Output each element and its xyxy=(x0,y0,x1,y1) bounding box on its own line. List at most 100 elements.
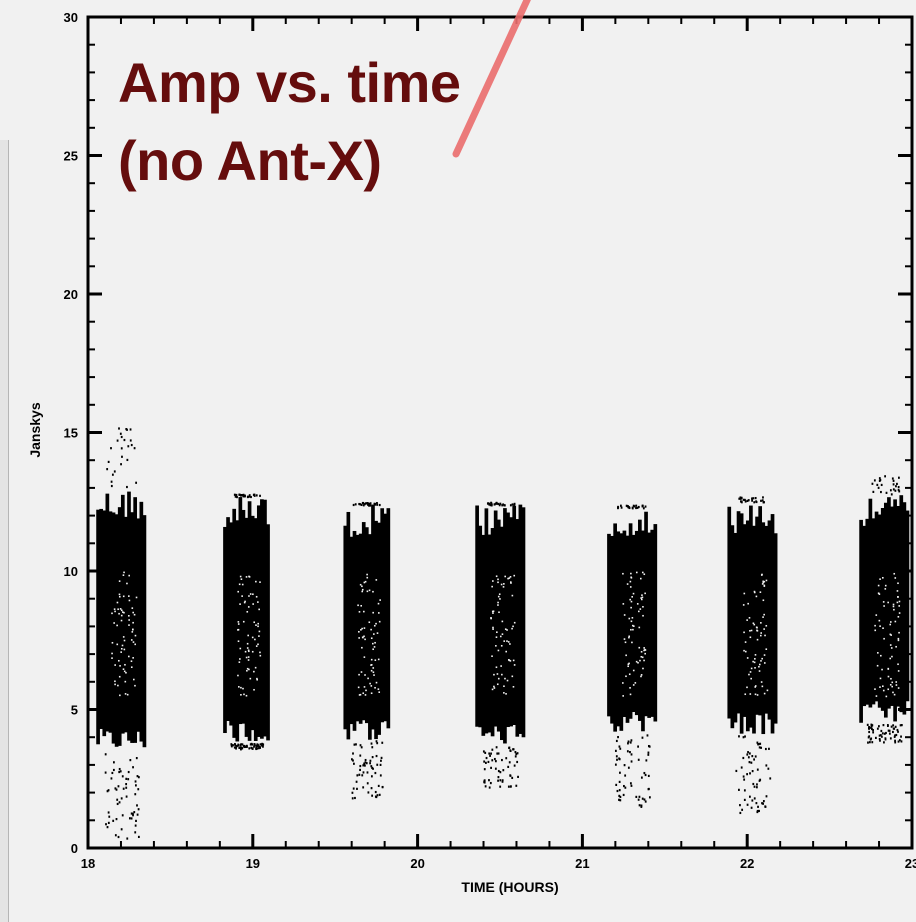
scan-outlier xyxy=(514,755,517,758)
scan-outlier xyxy=(493,757,496,761)
scan-gap xyxy=(890,647,893,649)
scan-gap xyxy=(511,675,514,678)
scan-gap xyxy=(497,578,499,581)
y-axis-title: Janskys xyxy=(27,402,43,457)
scan-gap xyxy=(895,645,897,648)
scan-outlier xyxy=(115,817,118,821)
scan-gap xyxy=(361,590,364,593)
scan-outlier xyxy=(352,759,354,762)
scan-outlier xyxy=(364,761,367,764)
scan-outlier xyxy=(125,786,128,789)
scan-gap xyxy=(493,687,496,689)
scan-gap xyxy=(130,639,133,641)
scan-gap xyxy=(122,595,125,598)
scan-gap xyxy=(251,636,254,639)
scan-outlier xyxy=(371,746,374,749)
scan-column xyxy=(773,533,778,724)
scan-outlier xyxy=(764,747,767,751)
scan-outlier xyxy=(137,808,140,811)
scan-outlier xyxy=(487,760,490,764)
scan-column xyxy=(256,505,261,737)
scan-gap xyxy=(131,607,134,609)
annotation-line-2: (no Ant-X) xyxy=(118,129,382,192)
scan-outlier xyxy=(885,731,887,735)
scan-outlier xyxy=(362,786,365,789)
scan-outlier xyxy=(379,763,382,767)
scan-column xyxy=(475,505,479,727)
scan-gap xyxy=(891,655,893,658)
scan-outlier xyxy=(484,785,487,788)
scan-column xyxy=(761,522,766,735)
scan-column xyxy=(641,530,645,732)
scan-column xyxy=(871,518,876,705)
scan-gap xyxy=(368,589,371,592)
scan-gap xyxy=(622,682,624,684)
scan-gap xyxy=(133,613,136,616)
scan-outlier xyxy=(871,741,874,744)
scan-gap xyxy=(875,614,878,616)
scan-gap xyxy=(246,610,249,613)
scan-outlier xyxy=(108,815,111,818)
scan-band xyxy=(475,501,526,789)
scan-outlier xyxy=(646,734,649,737)
scan-outlier xyxy=(129,439,132,442)
scan-gap xyxy=(898,600,901,603)
scan-gap xyxy=(756,694,759,696)
scan-gap xyxy=(758,670,761,672)
scan-outlier xyxy=(128,817,131,820)
scan-outlier xyxy=(123,438,126,442)
scan-gap xyxy=(874,629,877,632)
scan-column xyxy=(631,534,636,713)
scan-outlier xyxy=(744,735,746,738)
scan-gap xyxy=(126,693,129,696)
scan-outlier xyxy=(888,729,891,732)
scan-gap xyxy=(118,593,121,596)
scan-column xyxy=(490,528,495,737)
scan-outlier xyxy=(884,737,887,740)
scan-gap xyxy=(372,611,374,614)
scan-gap xyxy=(372,642,374,645)
scan-column xyxy=(371,504,375,730)
scan-outlier xyxy=(495,746,498,749)
scan-column xyxy=(880,507,885,711)
scan-outlier xyxy=(110,480,113,483)
scan-gap xyxy=(879,677,882,680)
scan-outlier xyxy=(365,762,368,765)
scan-gap xyxy=(889,683,892,686)
scan-outlier xyxy=(882,723,885,727)
scan-column xyxy=(263,499,267,737)
scan-gap xyxy=(123,571,125,574)
scan-column xyxy=(478,525,483,728)
scan-outlier xyxy=(616,789,619,793)
scan-gap xyxy=(497,601,499,604)
scan-gap xyxy=(246,642,249,645)
scan-gap xyxy=(249,677,252,680)
scan-gap xyxy=(623,614,626,616)
scan-outlier xyxy=(381,741,384,744)
scan-outlier xyxy=(645,759,648,762)
scan-outlier xyxy=(230,743,233,746)
scan-outlier xyxy=(488,752,491,755)
scan-gap xyxy=(644,652,646,655)
scan-gap xyxy=(753,661,756,664)
scan-column xyxy=(343,525,348,730)
scan-outlier xyxy=(754,755,757,758)
scan-outlier xyxy=(262,743,265,746)
scan-outlier xyxy=(890,725,893,728)
scan-gap xyxy=(375,579,378,581)
scan-outlier xyxy=(233,493,236,496)
scan-gap xyxy=(114,664,116,666)
scan-column xyxy=(380,508,385,723)
scan-gap xyxy=(238,583,241,586)
scan-column xyxy=(111,512,116,744)
scan-outlier xyxy=(134,780,137,783)
scan-outlier xyxy=(374,771,377,775)
scan-gap xyxy=(641,571,644,574)
scan-outlier xyxy=(106,826,109,829)
scan-gap xyxy=(370,692,373,695)
scan-outlier xyxy=(750,806,753,809)
scan-gap xyxy=(111,612,113,615)
scan-outlier xyxy=(758,746,761,749)
scan-outlier xyxy=(483,779,486,782)
scan-gap xyxy=(759,591,762,593)
